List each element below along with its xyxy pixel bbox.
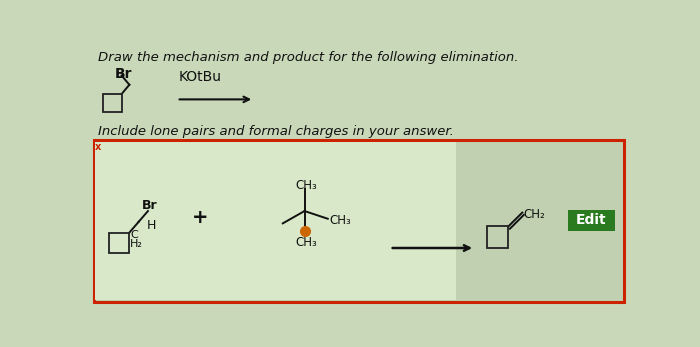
Text: CH₂: CH₂ <box>524 208 545 221</box>
Text: +: + <box>192 208 208 227</box>
Text: H₂: H₂ <box>130 239 143 249</box>
Text: H: H <box>146 219 156 232</box>
Bar <box>103 94 122 112</box>
Text: CH₃: CH₃ <box>295 236 317 249</box>
Bar <box>486 227 508 248</box>
Text: Edit: Edit <box>576 213 607 227</box>
Bar <box>95 142 456 301</box>
Text: Br: Br <box>115 67 132 81</box>
Text: KOtBu: KOtBu <box>179 70 222 84</box>
Text: Include lone pairs and formal charges in your answer.: Include lone pairs and formal charges in… <box>98 125 454 138</box>
Text: x: x <box>95 142 101 152</box>
Text: C: C <box>130 230 138 240</box>
Text: Br: Br <box>141 199 158 212</box>
Text: CH₃: CH₃ <box>329 214 351 227</box>
Text: Draw the mechanism and product for the following elimination.: Draw the mechanism and product for the f… <box>98 51 519 64</box>
Bar <box>109 232 130 253</box>
Bar <box>94 140 624 302</box>
Bar <box>568 210 615 231</box>
Text: CH₃: CH₃ <box>295 179 317 192</box>
